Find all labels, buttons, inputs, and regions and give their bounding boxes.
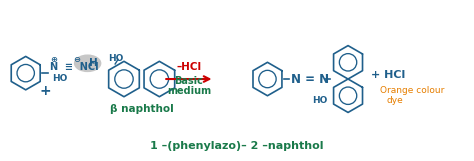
Ellipse shape xyxy=(74,54,101,72)
Text: 1 –(phenylazo)– 2 –naphthol: 1 –(phenylazo)– 2 –naphthol xyxy=(150,141,324,151)
Text: HO: HO xyxy=(108,54,124,63)
Text: HO: HO xyxy=(52,74,68,83)
Text: ⊕: ⊕ xyxy=(50,55,57,64)
Text: β naphthol: β naphthol xyxy=(110,104,173,114)
Text: Orange colour: Orange colour xyxy=(381,86,445,95)
Text: ⊖: ⊖ xyxy=(73,55,80,64)
Text: Basic: Basic xyxy=(174,76,203,86)
Text: medium: medium xyxy=(167,86,211,96)
Text: +: + xyxy=(39,84,51,98)
Text: –HCl: –HCl xyxy=(176,62,201,72)
Text: H: H xyxy=(89,58,98,68)
Text: dye: dye xyxy=(386,96,403,105)
Text: N  ≡  NCl: N ≡ NCl xyxy=(50,62,99,72)
Text: + HCl: + HCl xyxy=(371,70,405,80)
Text: HO: HO xyxy=(312,96,328,105)
Text: N = N: N = N xyxy=(291,72,329,85)
